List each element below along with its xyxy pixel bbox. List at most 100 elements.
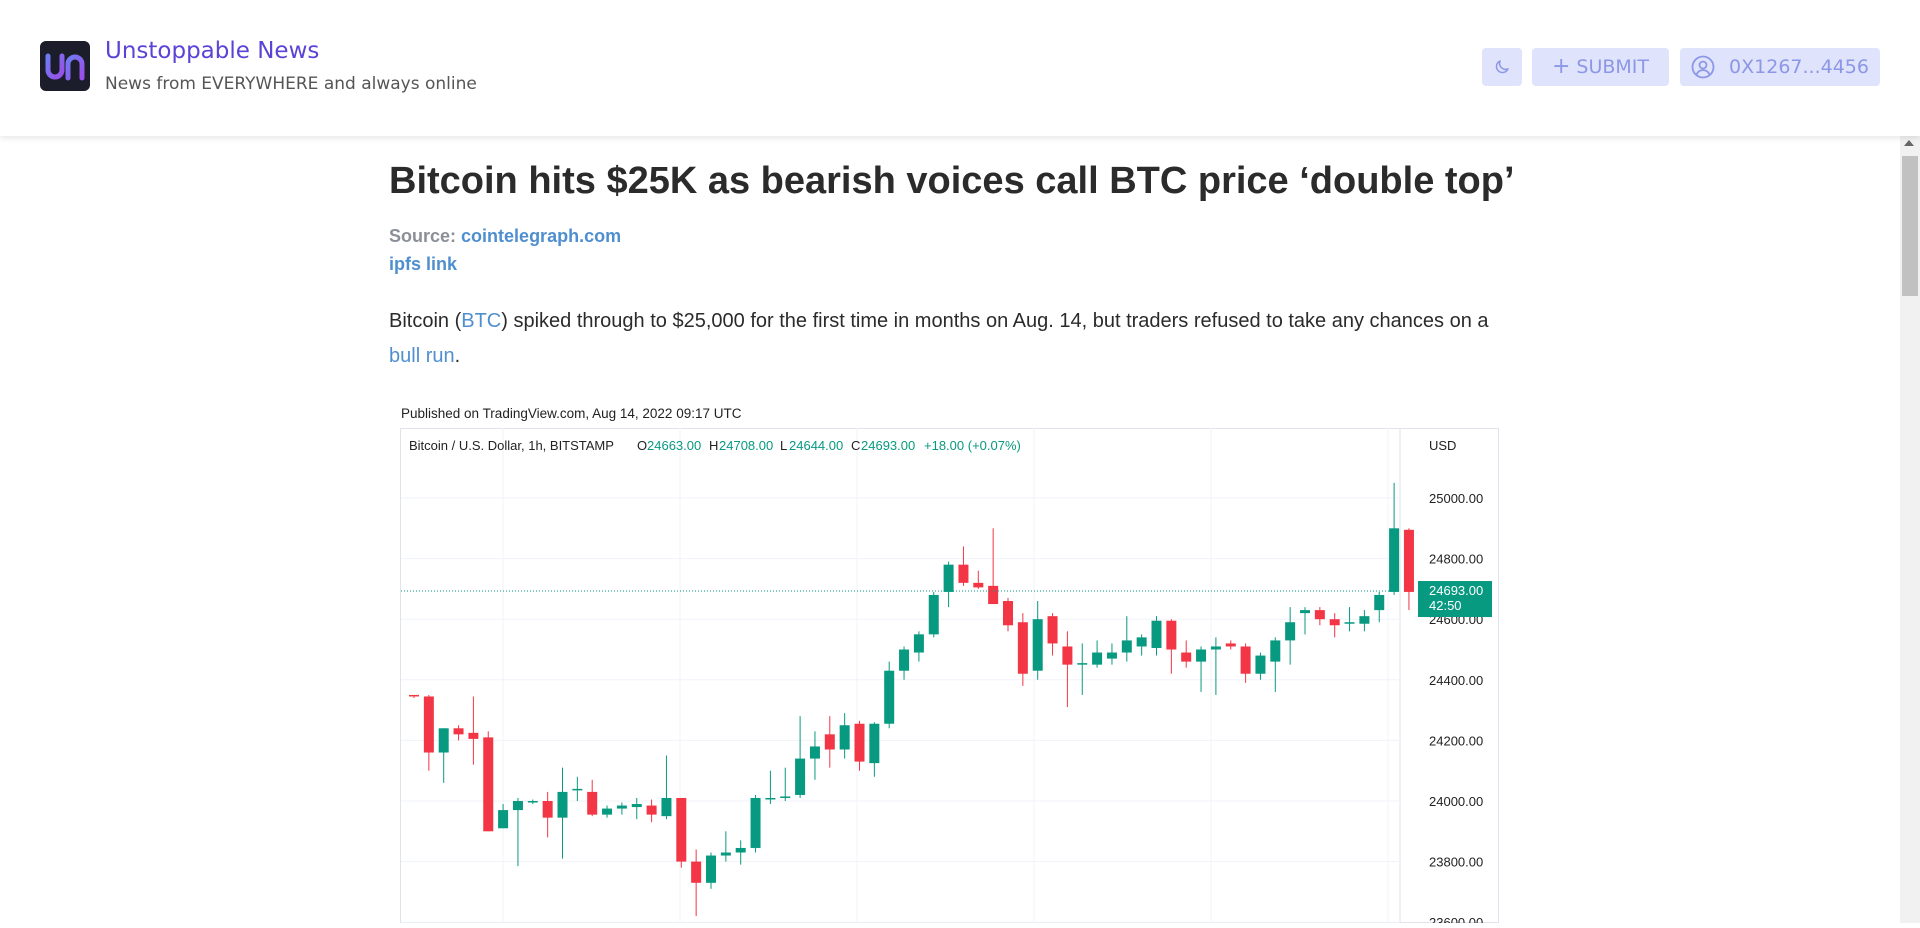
candle-body [1359, 616, 1370, 624]
candle-body [1166, 620, 1177, 650]
candle-body [1047, 616, 1058, 644]
y-tick-label: 23800.00 [1429, 855, 1483, 870]
bull-run-link[interactable]: bull run [389, 345, 455, 367]
article-paragraph: Bitcoin (BTC) spiked through to $25,000 … [389, 304, 1519, 374]
candle-body [512, 801, 523, 811]
candle-body [1181, 652, 1192, 662]
candle-body [958, 564, 969, 583]
candle-body [735, 847, 746, 853]
ipfs-link[interactable]: ipfs link [389, 254, 458, 274]
candle-body [1240, 646, 1251, 674]
source-label: Source: [389, 226, 457, 246]
candle-body [765, 797, 776, 800]
theme-toggle-button[interactable] [1482, 48, 1522, 86]
candle-body [1017, 622, 1028, 674]
candle-body [498, 810, 509, 829]
candle-body [423, 696, 434, 753]
page-scrollbar[interactable] [1900, 136, 1920, 923]
scroll-up-arrow-icon[interactable] [1904, 140, 1914, 146]
article-title: Bitcoin hits $25K as bearish voices call… [389, 160, 1515, 202]
candle-body [1210, 646, 1221, 650]
candle-body [913, 634, 924, 653]
y-tick-label: 24400.00 [1429, 673, 1483, 688]
site-subtitle: News from EVERYWHERE and always online [105, 74, 477, 94]
y-tick-label: 23600.00 [1429, 915, 1483, 923]
candle-body [1300, 610, 1310, 614]
moon-icon [1495, 60, 1509, 74]
candle-body [1270, 640, 1281, 662]
candle-body [527, 801, 538, 803]
candle-body [587, 791, 598, 815]
ohlc-o-label: O [637, 438, 647, 453]
candle-body [824, 734, 835, 750]
candle-body [1121, 640, 1132, 653]
scroll-thumb[interactable] [1902, 156, 1918, 296]
y-tick-label: 25000.00 [1429, 491, 1483, 506]
candle-body [1389, 528, 1400, 592]
candle-body [1003, 601, 1013, 626]
last-price-tag [1418, 581, 1492, 618]
btc-link[interactable]: BTC [461, 310, 502, 332]
candle-body [1196, 649, 1207, 662]
candle-body [1062, 646, 1073, 665]
candle-body [542, 801, 553, 818]
ohlc-c-value: 24693.00 [861, 438, 915, 453]
ohlc-h-value: 24708.00 [719, 438, 773, 453]
account-button[interactable]: 0X1267...4456 [1680, 48, 1880, 86]
candle-body [988, 585, 999, 605]
candle-body [869, 723, 880, 764]
source-link[interactable]: cointelegraph.com [461, 226, 622, 246]
candle-body [631, 804, 642, 808]
submit-label: SUBMIT [1576, 56, 1650, 78]
candle-body [1255, 655, 1266, 674]
candle-body [1374, 594, 1385, 611]
candle-body [1329, 619, 1340, 626]
candle-body [1344, 622, 1355, 624]
candle-body [1403, 529, 1414, 592]
account-address: 0X1267...4456 [1729, 56, 1869, 78]
y-tick-label: 24200.00 [1429, 733, 1483, 748]
un-logo-icon [45, 53, 85, 81]
candle-body [691, 861, 702, 883]
currency-label: USD [1429, 438, 1456, 453]
chart-published-caption: Published on TradingView.com, Aug 14, 20… [401, 406, 742, 421]
ohlc-o-value: 24663.00 [647, 438, 701, 453]
paragraph-text-3: . [454, 345, 461, 367]
candle-body [1136, 637, 1147, 647]
top-header: Unstoppable News News from EVERYWHERE an… [0, 0, 1920, 136]
candle-body [1092, 652, 1103, 665]
y-tick-label: 24000.00 [1429, 794, 1483, 809]
submit-button[interactable]: + SUBMIT [1532, 48, 1669, 86]
candle-body [706, 855, 716, 883]
site-title[interactable]: Unstoppable News [105, 38, 320, 64]
candle-body [809, 746, 820, 759]
candle-body [602, 808, 613, 815]
candle-body [1225, 643, 1236, 647]
candle-body [1032, 619, 1043, 671]
price-chart: 25000.00 24800.00 24600.00 24400.00 24200.00… [400, 428, 1500, 928]
ohlc-change: +18.00 (+0.07%) [924, 438, 1021, 453]
paragraph-text-1: Bitcoin ( [389, 310, 462, 332]
candlestick-chart-svg: 25000.0024800.0024600.0024400.0024200.00… [400, 428, 1499, 928]
candle-body [468, 732, 479, 739]
candle-body [795, 758, 806, 795]
candle-body [646, 805, 657, 815]
candle-body [676, 797, 687, 862]
ohlc-c-label: C [851, 438, 860, 453]
site-logo[interactable] [40, 41, 90, 91]
last-price-label: 24693.00 [1429, 583, 1483, 598]
candle-body [1077, 663, 1088, 665]
symbol-label: Bitcoin / U.S. Dollar, 1h, BITSTAMP [409, 438, 614, 453]
bar-countdown: 42:50 [1429, 598, 1462, 613]
paragraph-text-2: ) spiked through to $25,000 for the firs… [501, 310, 1489, 332]
candle-body [780, 796, 791, 798]
candle-body [409, 694, 419, 697]
candle-body [1285, 622, 1296, 641]
candle-body [661, 797, 672, 817]
candle-body [1106, 652, 1117, 659]
ohlc-l-label: L [780, 438, 787, 453]
ohlc-l-value: 24644.00 [789, 438, 843, 453]
plus-icon: + [1551, 54, 1571, 79]
candle-body [973, 582, 984, 588]
candle-body [839, 725, 850, 750]
